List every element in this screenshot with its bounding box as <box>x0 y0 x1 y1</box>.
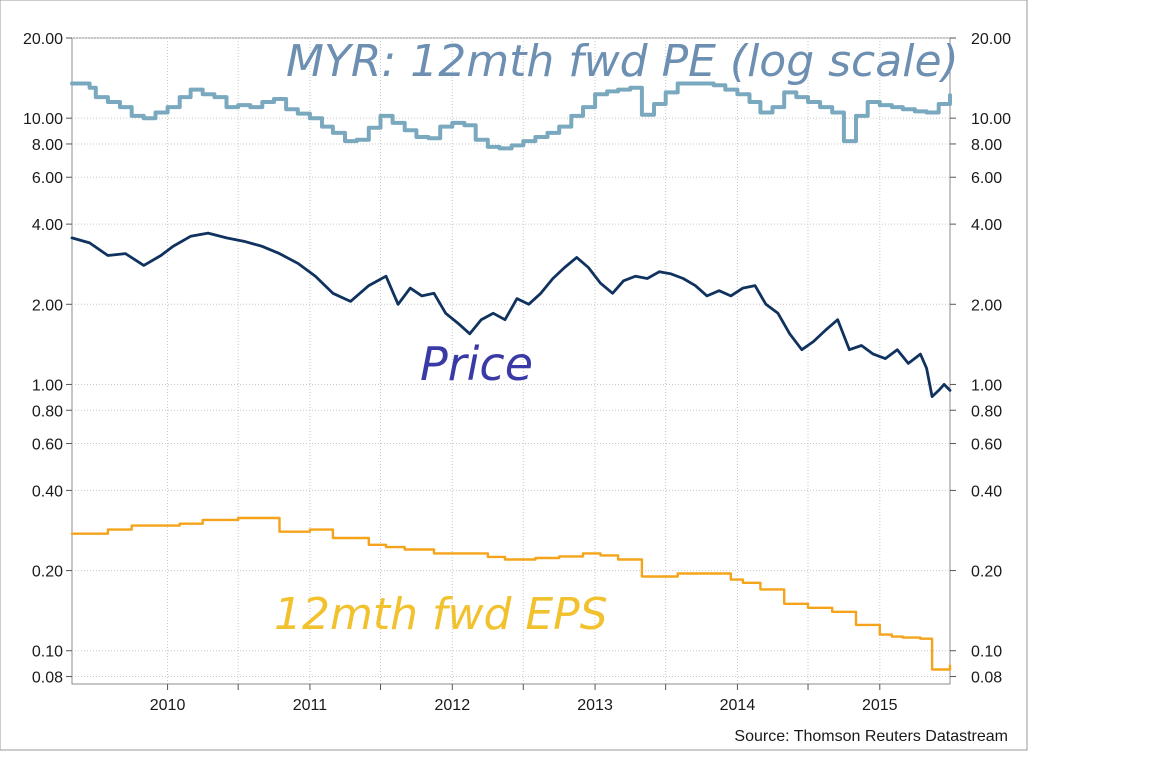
x-tick-label: 2015 <box>862 697 898 714</box>
y-tick-label-right: 2.00 <box>971 297 1002 314</box>
eps-annotation: 12mth fwd EPS <box>274 589 608 640</box>
y-axis-right: 20.00 10.00 8.00 6.00 4.00 2.00 1.00 0.80 0.60 0.… <box>950 31 1011 687</box>
price-series-line <box>70 231 952 399</box>
y-tick-label-right: 20.00 <box>971 31 1011 48</box>
y-tick-label-left: 0.40 <box>32 483 63 500</box>
pe-annotation: MYR: 12mth fwd PE (log scale) <box>286 36 959 87</box>
source-label: Source: Thomson Reuters Datastream <box>734 728 1008 745</box>
y-tick-label-left: 0.08 <box>32 670 63 687</box>
pe-series-line <box>70 81 952 151</box>
y-tick-label-left: 10.00 <box>23 111 63 128</box>
y-tick-label-left: 6.00 <box>32 170 63 187</box>
y-tick-label-left: 20.00 <box>23 31 63 48</box>
y-tick-label-right: 0.10 <box>971 644 1002 661</box>
y-tick-label-left: 8.00 <box>32 137 63 154</box>
x-tick-label: 2014 <box>720 697 756 714</box>
y-tick-label-right: 0.20 <box>971 564 1002 581</box>
y-tick-label-right: 0.80 <box>971 403 1002 420</box>
y-tick-label-left: 0.10 <box>32 644 63 661</box>
y-tick-label-left: 0.80 <box>32 403 63 420</box>
y-tick-label-right: 0.08 <box>971 670 1002 687</box>
y-tick-label-left: 4.00 <box>32 217 63 234</box>
x-axis: 2010 2011 2012 2013 2014 2015 <box>150 684 898 714</box>
y-tick-label-right: 6.00 <box>971 170 1002 187</box>
y-tick-label-right: 0.40 <box>971 483 1002 500</box>
x-tick-label: 2011 <box>293 697 328 714</box>
y-tick-label-right: 1.00 <box>971 377 1002 394</box>
y-tick-label-right: 0.60 <box>971 437 1002 454</box>
y-tick-label-left: 0.20 <box>32 564 63 581</box>
y-tick-label-left: 2.00 <box>32 297 63 314</box>
x-tick-label: 2013 <box>577 697 613 714</box>
y-tick-label-right: 4.00 <box>971 217 1002 234</box>
price-annotation: Price <box>420 337 533 391</box>
y-axis-left: 20.00 10.00 8.00 6.00 4.00 2.00 1.00 0.80 0.60 0.… <box>23 31 72 687</box>
series-layer <box>70 81 952 671</box>
y-tick-label-left: 0.60 <box>32 437 63 454</box>
y-tick-label-right: 10.00 <box>971 111 1011 128</box>
eps-series-line <box>70 516 952 671</box>
x-tick-label: 2010 <box>150 697 186 714</box>
x-tick-label: 2012 <box>435 697 471 714</box>
y-tick-label-right: 8.00 <box>971 137 1002 154</box>
y-tick-label-left: 1.00 <box>32 377 63 394</box>
